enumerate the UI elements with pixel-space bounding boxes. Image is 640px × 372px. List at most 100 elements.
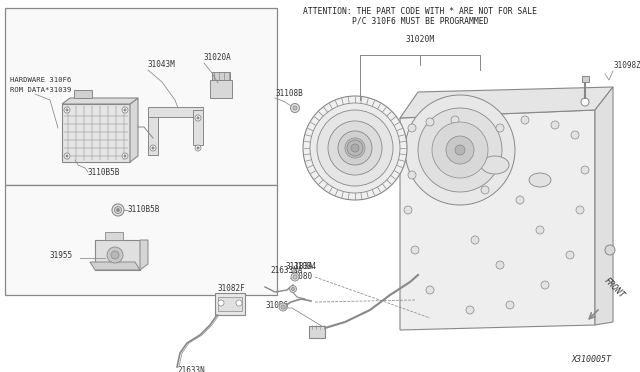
Circle shape [347,140,363,156]
Bar [62,104,130,162]
Circle shape [195,145,201,151]
Bar [105,232,123,240]
Circle shape [124,155,126,157]
Circle shape [236,300,242,306]
Text: 31043M: 31043M [148,60,176,69]
Bar [148,107,203,117]
Circle shape [418,108,502,192]
Circle shape [605,245,615,255]
Bar [193,110,203,145]
Circle shape [111,251,119,259]
Circle shape [432,122,488,178]
Text: ATTENTION: THE PART CODE WITH * ARE NOT FOR SALE: ATTENTION: THE PART CODE WITH * ARE NOT … [303,7,537,16]
Text: HARDWARE 310F6: HARDWARE 310F6 [10,77,71,83]
Polygon shape [130,98,138,162]
Circle shape [122,107,128,113]
Polygon shape [595,87,613,325]
Circle shape [581,98,589,106]
Circle shape [281,305,285,309]
Circle shape [566,251,574,259]
Circle shape [426,118,434,126]
Polygon shape [400,87,613,118]
Circle shape [115,206,122,214]
Circle shape [218,300,224,306]
Bar [5,185,277,295]
Circle shape [291,288,294,291]
Bar [218,297,242,311]
Circle shape [289,285,296,292]
Bar [215,293,245,315]
Circle shape [471,236,479,244]
Circle shape [197,117,199,119]
Circle shape [405,95,515,205]
Text: 31020M: 31020M [405,35,435,44]
Circle shape [124,109,126,111]
Circle shape [66,155,68,157]
Circle shape [291,103,300,112]
Text: 31955: 31955 [50,251,73,260]
Circle shape [122,153,128,159]
Circle shape [195,115,201,121]
Circle shape [506,301,514,309]
Text: 21633NA: 21633NA [270,266,302,275]
Text: 310B4: 310B4 [293,262,316,271]
Circle shape [536,226,544,234]
Text: 21633N: 21633N [177,366,205,372]
Bar [5,8,277,185]
Ellipse shape [481,156,509,174]
Text: FRONT: FRONT [602,276,626,300]
Text: 31082F: 31082F [217,284,244,293]
Circle shape [293,106,297,110]
Text: P/C 310F6 MUST BE PROGRAMMED: P/C 310F6 MUST BE PROGRAMMED [352,17,488,26]
Circle shape [541,281,549,289]
Circle shape [404,206,412,214]
Circle shape [426,286,434,294]
Circle shape [576,206,584,214]
Polygon shape [140,240,148,270]
Circle shape [551,121,559,129]
Circle shape [408,171,416,179]
Circle shape [197,147,199,149]
Circle shape [152,147,154,149]
Text: 31098Z: 31098Z [613,61,640,70]
Polygon shape [62,98,138,104]
Circle shape [466,306,474,314]
Circle shape [496,261,504,269]
Circle shape [303,96,407,200]
Text: 31080: 31080 [289,272,312,281]
Circle shape [291,273,299,281]
Circle shape [496,124,504,132]
Circle shape [112,204,124,216]
Circle shape [328,121,382,175]
Text: 31183A: 31183A [285,262,313,271]
Text: 310B6: 310B6 [265,301,288,310]
Circle shape [516,196,524,204]
Circle shape [310,103,400,193]
Polygon shape [400,110,595,330]
Bar [210,80,232,98]
Circle shape [446,136,474,164]
Circle shape [581,166,589,174]
Circle shape [481,186,489,194]
Text: 3110B5B: 3110B5B [88,168,120,177]
Circle shape [150,145,156,151]
Bar [212,72,230,80]
Circle shape [107,247,123,263]
Circle shape [411,246,419,254]
Text: ROM DATA*31039: ROM DATA*31039 [10,87,71,93]
Circle shape [64,107,70,113]
Circle shape [66,109,68,111]
Circle shape [521,116,529,124]
Bar [148,110,158,155]
Circle shape [571,131,579,139]
Circle shape [338,131,372,165]
Circle shape [64,153,70,159]
Circle shape [455,145,465,155]
Bar [95,240,140,270]
Circle shape [408,124,416,132]
Circle shape [451,116,459,124]
Bar [309,326,325,338]
Circle shape [351,144,359,152]
Circle shape [116,208,120,212]
Circle shape [279,303,287,311]
